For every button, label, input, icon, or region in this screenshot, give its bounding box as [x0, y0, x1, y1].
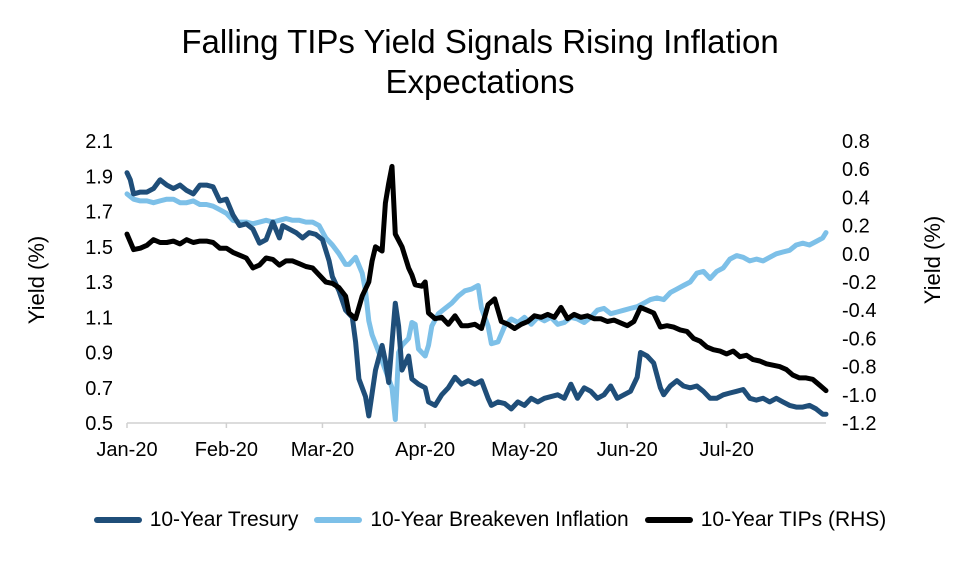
y-tick-label-left-7: 1.9 — [85, 166, 113, 188]
legend-label-tips: 10-Year TIPs (RHS) — [700, 508, 887, 531]
x-tick-label-5: Jun-20 — [597, 439, 658, 461]
legend-item-treasury: 10-Year Tresury — [93, 508, 299, 532]
y-tick-label-right-3: -0.6 — [842, 328, 876, 350]
y-tick-label-left-5: 1.5 — [85, 237, 113, 259]
legend-label-breakeven: 10-Year Breakeven Inflation — [370, 508, 629, 531]
chart-title-line-1: Falling TIPs Yield Signals Rising Inflat… — [181, 23, 779, 60]
legend-item-tips: 10-Year TIPs (RHS) — [644, 508, 887, 532]
legend-item-breakeven: 10-Year Breakeven Inflation — [314, 508, 629, 532]
x-tick-label-4: May-20 — [491, 439, 558, 461]
x-tick-label-2: Mar-20 — [291, 439, 354, 461]
y-tick-label-left-1: 0.7 — [85, 378, 113, 400]
legend-swatch-tips — [644, 517, 693, 523]
y-tick-label-right-6: 0.0 — [842, 244, 870, 266]
legend-swatch-breakeven — [314, 517, 363, 523]
y-tick-label-right-4: -0.4 — [842, 300, 876, 322]
x-tick-label-6: Jul-20 — [699, 439, 753, 461]
y-tick-label-right-7: 0.2 — [842, 216, 870, 238]
legend-swatch-treasury — [93, 517, 142, 523]
y-tick-label-left-4: 1.3 — [85, 272, 113, 294]
y-axis-left-ticks: 0.5 0.7 0.9 1.1 1.3 1.5 1.7 1.9 2.1 — [85, 131, 113, 435]
y-tick-label-right-9: 0.6 — [842, 159, 870, 181]
y-tick-label-left-3: 1.1 — [85, 307, 113, 329]
y-axis-right-ticks: -1.2 -1.0 -0.8 -0.6 -0.4 -0.2 0.0 0.2 0.4 0.6 0.8 — [842, 131, 876, 435]
y-tick-label-right-0: -1.2 — [842, 413, 876, 435]
x-axis-ticks: Jan-20 Feb-20 Mar-20 Apr-20 May-20 Jun-20 Jul-… — [96, 423, 754, 461]
legend: 10-Year Tresury 10-Year Breakeven Inflat… — [40, 504, 940, 536]
legend-label-treasury: 10-Year Tresury — [149, 508, 299, 531]
y-axis-left-title: Yield (%) — [24, 236, 49, 324]
y-tick-label-right-8: 0.4 — [842, 187, 870, 209]
series-line-tips — [124, 163, 829, 394]
y-tick-label-right-1: -1.0 — [842, 385, 876, 407]
y-tick-label-right-10: 0.8 — [842, 131, 870, 153]
y-tick-label-left-0: 0.5 — [85, 413, 113, 435]
chart-title: Falling TIPs Yield Signals Rising Inflat… — [0, 22, 960, 102]
y-tick-label-right-5: -0.2 — [842, 272, 876, 294]
series-line-breakeven — [124, 191, 829, 422]
series-line-treasury — [124, 170, 829, 419]
y-tick-label-left-6: 1.7 — [85, 202, 113, 224]
y-axis-right-title: Yield (%) — [920, 216, 945, 304]
x-tick-label-0: Jan-20 — [96, 439, 157, 461]
x-tick-label-1: Feb-20 — [195, 439, 258, 461]
x-tick-label-3: Apr-20 — [395, 439, 455, 461]
y-tick-label-right-2: -0.8 — [842, 357, 876, 379]
y-tick-label-left-2: 0.9 — [85, 343, 113, 365]
chart-title-line-2: Expectations — [385, 63, 575, 100]
y-tick-label-left-8: 2.1 — [85, 131, 113, 153]
series-layer — [124, 163, 829, 422]
